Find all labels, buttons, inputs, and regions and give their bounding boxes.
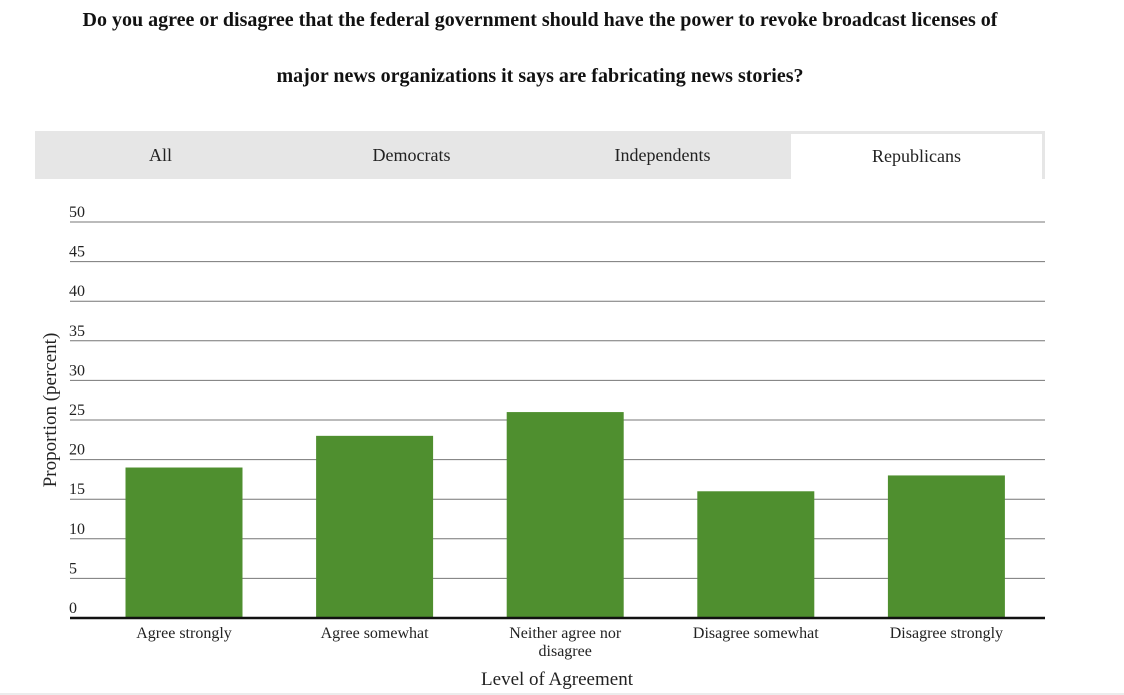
y-tick-label: 10	[69, 521, 85, 538]
y-axis-title: Proportion (percent)	[40, 333, 61, 488]
chart-title-line-1: Do you agree or disagree that the federa…	[82, 9, 998, 31]
y-tick-label: 5	[69, 560, 77, 577]
tab-republicans[interactable]: Republicans	[788, 131, 1045, 179]
bar[interactable]	[887, 475, 1005, 618]
y-tick-label: 20	[69, 442, 85, 459]
y-tick-label: 15	[69, 481, 85, 498]
y-tick-labels: 0 5 10 15 20 25 30 35 40 45 50	[69, 204, 85, 617]
y-tick-label: 50	[69, 204, 85, 221]
page-bottom-divider	[0, 693, 1124, 695]
x-category-label: Agree strongly	[136, 625, 232, 642]
bar[interactable]	[697, 491, 815, 618]
y-tick-label: 35	[69, 323, 85, 340]
bar[interactable]	[316, 435, 434, 618]
y-tick-label: 25	[69, 402, 85, 419]
x-category-labels: Agree strongly Agree somewhat Neither agre…	[136, 625, 1003, 660]
bars	[125, 412, 1005, 618]
x-category-label: Disagree somewhat	[693, 625, 819, 642]
x-category-label: Neither agree nor	[509, 625, 622, 642]
party-tab-bar: All Democrats Independents Republicans	[35, 131, 1045, 179]
bar[interactable]	[506, 412, 624, 618]
bar[interactable]	[125, 467, 243, 618]
x-category-label: Disagree strongly	[890, 625, 1003, 642]
tab-democrats[interactable]: Democrats	[372, 144, 451, 165]
y-tick-label: 45	[69, 244, 85, 261]
y-tick-label: 0	[69, 600, 77, 617]
chart-title-line-2: major news organizations it says are fab…	[276, 65, 804, 87]
x-axis-title: Level of Agreement	[481, 669, 634, 690]
tab-independents[interactable]: Independents	[614, 144, 711, 165]
tab-all[interactable]: All	[148, 144, 172, 165]
x-category-label: disagree	[539, 643, 592, 660]
y-tick-label: 30	[69, 362, 85, 379]
x-category-label: Agree somewhat	[321, 625, 430, 642]
y-tick-label: 40	[69, 283, 85, 300]
